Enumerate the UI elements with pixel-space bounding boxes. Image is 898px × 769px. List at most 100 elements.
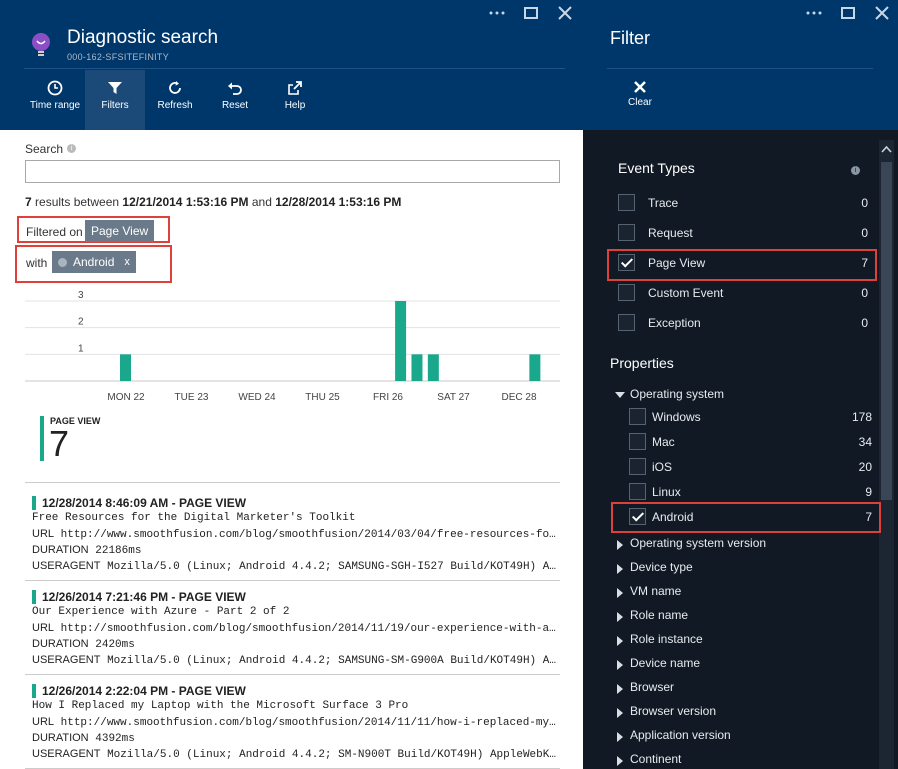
divider — [25, 580, 560, 581]
property-vm-name[interactable]: VM name — [613, 583, 868, 603]
event-title: 12/28/2014 8:46:09 AM - PAGE VIEW — [42, 496, 247, 510]
property-filter-chip-label: Android — [73, 255, 115, 269]
divider — [25, 482, 560, 483]
checkbox-checked[interactable] — [618, 254, 635, 271]
property-device-type[interactable]: Device type — [613, 559, 868, 579]
property-filter-chip[interactable]: Android x — [52, 251, 136, 273]
checkbox[interactable] — [618, 284, 635, 301]
more-icon[interactable] — [797, 4, 831, 22]
chart-y-tick-label: 2 — [78, 317, 84, 328]
close-icon[interactable] — [865, 4, 898, 22]
event-type-filter-chip[interactable]: Page View — [85, 220, 155, 242]
property-label: Browser — [630, 680, 675, 694]
refresh-label: Refresh — [157, 100, 193, 111]
property-application-version[interactable]: Application version — [613, 727, 868, 747]
clear-label: Clear — [628, 97, 652, 108]
event-duration: 22186ms — [95, 545, 142, 557]
chart-y-tick-label: 3 — [78, 290, 84, 301]
os-ios[interactable]: iOS 20 — [629, 458, 872, 478]
reset-button[interactable]: Reset — [205, 70, 265, 130]
chart-x-tick-label: DEC 28 — [501, 392, 536, 403]
event-type-label: Request — [648, 226, 693, 240]
property-label: Continent — [630, 752, 682, 766]
time-range-button[interactable]: Time range — [25, 70, 85, 130]
clear-button[interactable]: Clear — [610, 80, 670, 120]
refresh-button[interactable]: Refresh — [145, 70, 205, 130]
blade-subtitle: 000-162-SFSITEFINITY — [67, 52, 170, 62]
expand-right-icon — [617, 684, 623, 694]
property-operating-system[interactable]: Operating system — [613, 386, 868, 406]
checkbox[interactable] — [618, 314, 635, 331]
expand-right-icon — [617, 756, 623, 766]
chart-x-tick-label: TUE 23 — [175, 392, 209, 403]
event-type-count: 0 — [861, 286, 868, 300]
event-type-page-view[interactable]: Page View 7 — [618, 254, 868, 274]
maximize-icon[interactable] — [514, 4, 548, 22]
checkbox[interactable] — [629, 458, 646, 475]
event-accent — [32, 590, 36, 604]
event-type-custom-event[interactable]: Custom Event 0 — [618, 284, 868, 304]
checkbox[interactable] — [629, 433, 646, 450]
event-type-trace[interactable]: Trace 0 — [618, 194, 868, 214]
results-start-time: 12/21/2014 1:53:16 PM — [122, 195, 249, 209]
scroll-up-icon[interactable] — [880, 143, 893, 156]
info-icon[interactable]: i — [67, 144, 76, 153]
blade-header: Diagnostic search 000-162-SFSITEFINITY T… — [0, 0, 583, 130]
more-icon[interactable] — [480, 4, 514, 22]
checkbox[interactable] — [629, 408, 646, 425]
property-role-instance[interactable]: Role instance — [613, 631, 868, 651]
filter-title: Filter — [610, 28, 650, 48]
time-range-label: Time range — [29, 100, 81, 111]
filtered-on-label: Filtered on — [26, 225, 83, 239]
remove-filter-icon[interactable]: x — [124, 256, 130, 268]
event-name: Free Resources for the Digital Marketer'… — [32, 512, 356, 524]
checkbox-checked[interactable] — [629, 508, 646, 525]
close-icon[interactable] — [548, 4, 582, 22]
event-item[interactable]: 12/26/2014 2:22:04 PM - PAGE VIEW How I … — [32, 684, 560, 764]
divider — [25, 674, 560, 675]
os-windows[interactable]: Windows 178 — [629, 408, 872, 428]
results-and-text: and — [251, 195, 272, 209]
duration-key: DURATION — [32, 544, 89, 556]
property-os-version[interactable]: Operating system version — [613, 535, 868, 555]
header-divider — [24, 68, 565, 69]
event-type-count: 0 — [861, 226, 868, 240]
event-name: Our Experience with Azure - Part 2 of 2 — [32, 606, 290, 618]
checkbox[interactable] — [618, 224, 635, 241]
property-continent[interactable]: Continent — [613, 751, 868, 769]
property-browser-version[interactable]: Browser version — [613, 703, 868, 723]
search-input[interactable] — [25, 160, 560, 183]
search-label: Search — [25, 142, 64, 156]
filters-button[interactable]: Filters — [85, 70, 145, 130]
event-type-request[interactable]: Request 0 — [618, 224, 868, 244]
checkbox[interactable] — [629, 483, 646, 500]
event-accent — [32, 684, 36, 698]
property-device-name[interactable]: Device name — [613, 655, 868, 675]
event-item[interactable]: 12/28/2014 8:46:09 AM - PAGE VIEW Free R… — [32, 496, 560, 576]
os-mac[interactable]: Mac 34 — [629, 433, 872, 453]
help-button[interactable]: Help — [265, 70, 325, 130]
event-duration: 4392ms — [95, 733, 135, 745]
event-type-exception[interactable]: Exception 0 — [618, 314, 868, 334]
reset-label: Reset — [221, 100, 249, 111]
event-url: http://www.smoothfusion.com/blog/smoothf… — [60, 529, 560, 541]
os-android[interactable]: Android 7 — [629, 508, 872, 528]
property-role-name[interactable]: Role name — [613, 607, 868, 627]
clock-icon — [47, 80, 63, 96]
property-label: Browser version — [630, 704, 717, 718]
property-browser[interactable]: Browser — [613, 679, 868, 699]
scrollbar-thumb[interactable] — [881, 162, 892, 500]
chart-x-tick-label: FRI 26 — [373, 392, 403, 403]
event-types-heading: Event Types — [618, 160, 695, 176]
checkbox[interactable] — [618, 194, 635, 211]
event-item[interactable]: 12/26/2014 7:21:46 PM - PAGE VIEW Our Ex… — [32, 590, 560, 670]
help-label: Help — [284, 100, 306, 111]
page-view-highlight — [607, 249, 877, 281]
info-icon[interactable]: i — [851, 166, 860, 175]
os-linux[interactable]: Linux 9 — [629, 483, 872, 503]
os-label: iOS — [652, 460, 673, 474]
properties-heading: Properties — [610, 355, 674, 371]
chart-bar — [529, 354, 541, 381]
maximize-icon[interactable] — [831, 4, 865, 22]
chart-x-tick-label: THU 25 — [305, 392, 340, 403]
